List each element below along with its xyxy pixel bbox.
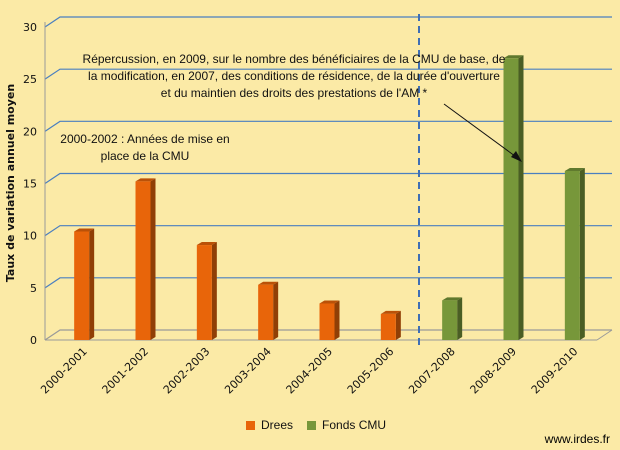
y-tick-label: 10 xyxy=(23,230,37,243)
legend-swatch-drees xyxy=(246,420,255,430)
bar-side xyxy=(273,281,279,340)
x-tick-label: 2009-2010 xyxy=(529,345,581,397)
bar-2005-2006 xyxy=(380,310,401,340)
bar-2004-2005 xyxy=(319,300,340,340)
bar-front xyxy=(258,284,274,340)
legend-item-fonds-cmu: Fonds CMU xyxy=(307,418,386,432)
bar-top xyxy=(380,310,401,314)
floor-edge xyxy=(596,329,613,341)
annotation-cmu-2009: Répercussion, en 2009, sur le nombre des… xyxy=(82,52,506,100)
bar-side xyxy=(518,55,524,341)
bar-2003-2004 xyxy=(258,281,279,340)
bar-top xyxy=(319,300,340,304)
bar-side xyxy=(579,167,585,340)
bar-top xyxy=(564,167,585,171)
legend-label-drees: Drees xyxy=(261,418,294,432)
legend-swatch-fonds-cmu xyxy=(307,420,317,430)
gridline xyxy=(44,225,612,237)
gridline xyxy=(44,68,612,80)
bar-front xyxy=(135,181,151,340)
bar-top xyxy=(503,55,524,59)
bar-top xyxy=(74,228,95,232)
y-axis-label: Taux de variation annuel moyen xyxy=(4,84,17,282)
x-tick-label: 2001-2002 xyxy=(100,345,152,397)
bar-top xyxy=(135,178,156,182)
bars xyxy=(74,55,585,341)
bar-front xyxy=(442,300,458,340)
bar-front xyxy=(196,245,212,340)
y-tick-label: 15 xyxy=(23,178,37,191)
legend-label-fonds-cmu: Fonds CMU xyxy=(322,418,387,432)
x-tick-label: 2000-2001 xyxy=(38,345,90,397)
bar-front xyxy=(74,231,90,340)
legend: Drees Fonds CMU xyxy=(246,418,400,432)
x-axis-ticks: 2000-2001 2001-2002 2002-2003 2003-2004 2004… xyxy=(38,345,580,397)
gridline xyxy=(44,172,612,184)
x-tick-label: 2004-2005 xyxy=(284,345,336,397)
bar-top xyxy=(258,281,279,285)
y-tick-label: 0 xyxy=(30,334,37,347)
bar-side xyxy=(457,297,463,340)
bar-front xyxy=(503,58,519,341)
y-tick-label: 25 xyxy=(23,73,37,86)
bar-front xyxy=(319,303,335,340)
bar-side xyxy=(211,242,217,340)
bar-side xyxy=(150,178,156,340)
x-tick-label: 2003-2004 xyxy=(222,345,274,397)
bar-2000-2001 xyxy=(74,228,95,340)
bar-side xyxy=(395,310,401,340)
gridline xyxy=(44,16,612,28)
gridline xyxy=(44,277,612,289)
bar-2002-2003 xyxy=(196,242,217,340)
y-tick-label: 30 xyxy=(23,21,37,34)
bar-2008-2009 xyxy=(503,55,524,341)
x-tick-label: 2005-2006 xyxy=(345,345,397,397)
bar-front xyxy=(564,170,580,340)
x-tick-label: 2007-2008 xyxy=(406,345,458,397)
bar-top xyxy=(442,297,463,301)
bar-side xyxy=(89,228,95,340)
y-axis-ticks: 0 5 10 15 20 25 30 xyxy=(23,21,37,347)
x-tick-label: 2002-2003 xyxy=(161,345,213,397)
gridline xyxy=(44,120,612,132)
legend-item-drees: Drees xyxy=(246,418,293,432)
bar-side xyxy=(334,300,340,340)
annotation-cmu-setup: 2000-2002 : Années de mise en place de l… xyxy=(60,132,230,163)
x-tick-label: 2008-2009 xyxy=(468,345,520,397)
bar-2001-2002 xyxy=(135,178,156,340)
bar-2009-2010 xyxy=(564,167,585,340)
bar-front xyxy=(380,313,396,340)
annotation-arrow xyxy=(443,103,522,162)
gridline xyxy=(44,329,612,341)
y-tick-label: 20 xyxy=(23,125,37,138)
y-tick-label: 5 xyxy=(30,282,37,295)
bar-2007-2008 xyxy=(442,297,463,340)
watermark: www.irdes.fr xyxy=(544,432,610,446)
bar-top xyxy=(196,242,217,246)
